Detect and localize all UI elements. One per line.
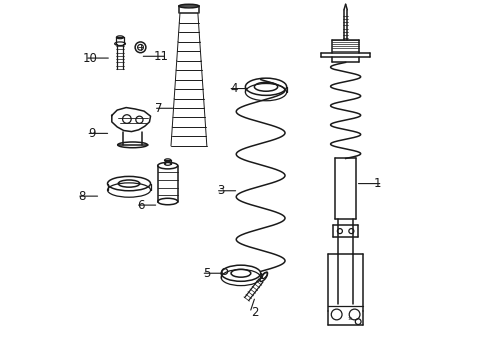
Text: 9: 9: [88, 127, 95, 140]
Text: 5: 5: [203, 267, 210, 280]
Text: 10: 10: [346, 317, 352, 321]
Text: 8: 8: [79, 190, 86, 203]
Text: 3: 3: [217, 184, 224, 197]
Text: 11: 11: [154, 50, 168, 63]
Text: 2: 2: [251, 306, 259, 319]
Text: 6: 6: [137, 199, 144, 212]
Text: 10: 10: [82, 51, 98, 64]
Text: 1: 1: [373, 177, 380, 190]
Text: 4: 4: [229, 82, 237, 95]
Text: 7: 7: [155, 102, 163, 115]
